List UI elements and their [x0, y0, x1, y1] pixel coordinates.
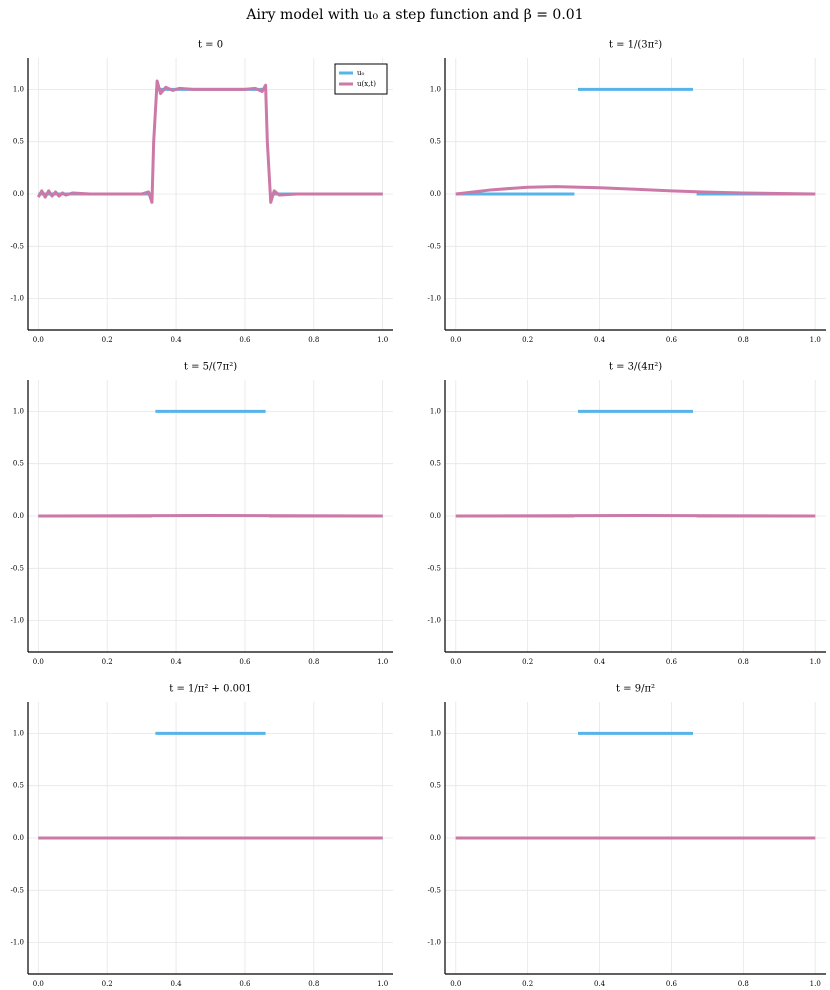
subplot-title: t = 1/π² + 0.001	[169, 684, 251, 695]
x-tick-label: 0.2	[102, 658, 113, 666]
x-tick-label: 0.6	[666, 336, 678, 344]
y-tick-label: 0.0	[13, 190, 24, 198]
subplot-title: t = 9/π²	[616, 684, 655, 695]
x-tick-label: 0.2	[522, 658, 533, 666]
legend-label: u(x,t)	[357, 80, 376, 88]
x-tick-label: 0.8	[738, 980, 749, 988]
y-tick-label: -1.0	[11, 617, 25, 625]
x-tick-label: 0.8	[308, 658, 319, 666]
y-tick-label: 1.0	[430, 407, 441, 415]
y-tick-label: -0.5	[11, 242, 25, 250]
x-tick-label: 0.0	[33, 658, 44, 666]
y-tick-label: -1.0	[428, 939, 442, 947]
x-tick-label: 0.2	[102, 980, 113, 988]
x-tick-label: 0.0	[450, 658, 461, 666]
x-tick-label: 1.0	[810, 336, 821, 344]
x-tick-label: 0.4	[594, 980, 606, 988]
y-tick-label: -0.5	[428, 564, 442, 572]
legend-box	[334, 63, 388, 95]
y-tick-label: 0.5	[430, 782, 441, 790]
x-tick-label: 1.0	[810, 658, 821, 666]
subplot-title: t = 5/(7π²)	[184, 362, 237, 373]
y-tick-label: 0.5	[13, 782, 24, 790]
series-line	[455, 513, 816, 518]
series-line	[37, 79, 383, 204]
y-tick-label: 1.0	[13, 729, 24, 737]
x-tick-label: 0.2	[522, 336, 533, 344]
y-tick-label: 0.5	[13, 138, 24, 146]
x-tick-label: 0.6	[666, 658, 678, 666]
series-line	[455, 185, 816, 196]
y-tick-label: -1.0	[428, 617, 442, 625]
x-tick-label: 1.0	[377, 336, 388, 344]
y-tick-label: 0.5	[430, 460, 441, 468]
subplot-title: t = 1/(3π²)	[609, 40, 662, 51]
x-tick-label: 0.2	[522, 980, 533, 988]
x-tick-label: 0.4	[170, 980, 182, 988]
y-tick-label: 0.0	[430, 834, 441, 842]
y-tick-label: -0.5	[11, 564, 25, 572]
series-line	[38, 513, 383, 518]
subplot-title: t = 0	[198, 40, 223, 51]
y-tick-label: 0.5	[430, 138, 441, 146]
x-tick-label: 0.0	[33, 980, 44, 988]
x-tick-label: 0.8	[738, 658, 749, 666]
legend-label: u₀	[357, 69, 365, 77]
y-tick-label: 0.0	[13, 512, 24, 520]
y-tick-label: -0.5	[428, 886, 442, 894]
figure-title: Airy model with u₀ a step function and β…	[245, 7, 583, 23]
x-tick-label: 0.2	[102, 336, 113, 344]
x-tick-label: 0.0	[33, 336, 44, 344]
y-tick-label: 1.0	[13, 407, 24, 415]
x-tick-label: 1.0	[377, 980, 388, 988]
y-tick-label: 0.0	[13, 834, 24, 842]
y-tick-label: 0.5	[13, 460, 24, 468]
x-tick-label: 0.8	[308, 336, 319, 344]
x-tick-label: 0.4	[594, 658, 606, 666]
x-tick-label: 0.8	[308, 980, 319, 988]
y-tick-label: 0.0	[430, 190, 441, 198]
y-tick-label: -1.0	[428, 295, 442, 303]
x-tick-label: 0.6	[666, 980, 678, 988]
y-tick-label: -1.0	[11, 939, 25, 947]
x-tick-label: 1.0	[377, 658, 388, 666]
x-tick-label: 0.6	[239, 658, 251, 666]
y-tick-label: -1.0	[11, 295, 25, 303]
x-tick-label: 0.6	[239, 336, 251, 344]
x-tick-label: 0.0	[450, 336, 461, 344]
x-tick-label: 0.4	[594, 336, 606, 344]
x-tick-label: 0.4	[170, 336, 182, 344]
y-tick-label: -0.5	[428, 242, 442, 250]
x-tick-label: 0.4	[170, 658, 182, 666]
y-tick-label: 1.0	[430, 85, 441, 93]
x-tick-label: 0.0	[450, 980, 461, 988]
x-tick-label: 0.6	[239, 980, 251, 988]
y-tick-label: 0.0	[430, 512, 441, 520]
subplot-title: t = 3/(4π²)	[609, 362, 662, 373]
y-tick-label: 1.0	[13, 85, 24, 93]
y-tick-label: -0.5	[11, 886, 25, 894]
x-tick-label: 0.8	[738, 336, 749, 344]
x-tick-label: 1.0	[810, 980, 821, 988]
y-tick-label: 1.0	[430, 729, 441, 737]
